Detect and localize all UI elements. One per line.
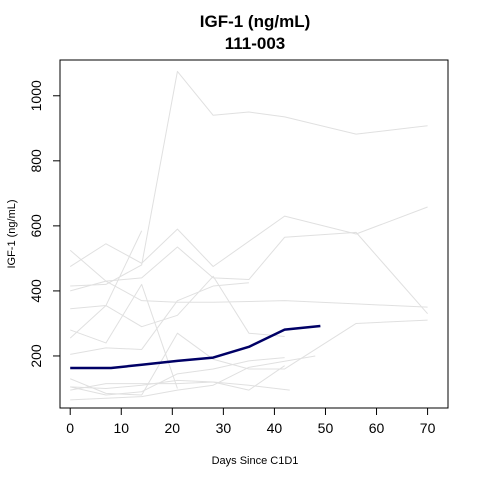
y-tick-label: 800 (28, 149, 44, 173)
plot-lines (69, 70, 428, 401)
background-series-line-8 (69, 275, 285, 339)
y-tick-label: 600 (28, 214, 44, 238)
x-tick-label: 70 (420, 420, 436, 436)
y-tick-label: 400 (28, 279, 44, 303)
chart-subtitle: 111-003 (225, 34, 286, 53)
background-series-line-5 (70, 230, 143, 310)
x-tick-label: 50 (318, 420, 334, 436)
background-series-line-1 (70, 70, 428, 287)
x-tick-label: 30 (216, 420, 232, 436)
chart-title: IGF-1 (ng/mL) (200, 12, 310, 31)
x-tick-label: 40 (267, 420, 283, 436)
background-series-line-6 (70, 282, 249, 355)
x-tick-label: 60 (369, 420, 385, 436)
plot-frame (59, 59, 449, 409)
background-series-line-3 (69, 206, 428, 268)
highlight-series-line (70, 324, 321, 370)
background-series-line-13 (70, 379, 290, 391)
y-tick-label: 200 (28, 344, 44, 368)
background-series-line-7 (70, 283, 178, 389)
x-tick-label: 10 (113, 420, 129, 436)
x-axis-label: Days Since C1D1 (212, 455, 299, 467)
y-axis-ticks: 200 400 600 800 1000 (28, 80, 60, 368)
y-axis-label: IGF-1 (ng/mL) (6, 199, 18, 268)
x-tick-label: 0 (66, 420, 74, 436)
background-series-line-11 (70, 365, 285, 391)
background-series-line-10 (70, 357, 285, 396)
y-tick-label: 1000 (28, 80, 44, 111)
background-series-line-2 (69, 249, 428, 308)
x-axis-ticks: 0 10 20 30 40 50 60 70 (66, 408, 436, 436)
background-series-line-12 (70, 355, 316, 401)
x-tick-label: 20 (165, 420, 181, 436)
